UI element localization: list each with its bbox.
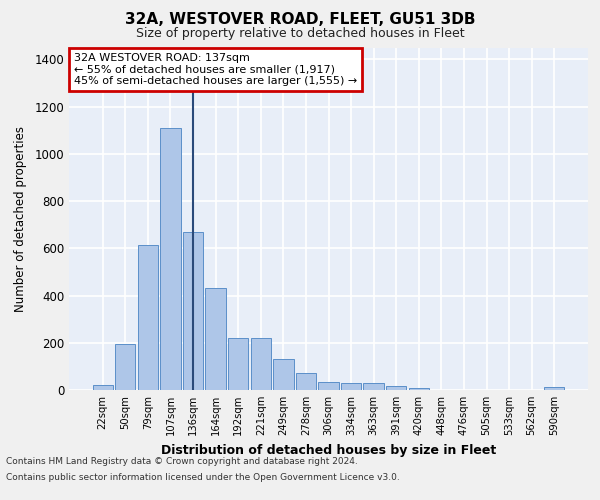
Bar: [341, 383, 361, 390]
Bar: [364, 383, 384, 390]
Bar: [160, 128, 181, 390]
Bar: [138, 244, 158, 390]
Text: Contains public sector information licensed under the Open Government Licence v3: Contains public sector information licen…: [6, 472, 400, 482]
Bar: [183, 232, 203, 390]
Bar: [205, 288, 226, 390]
Bar: [251, 338, 271, 390]
Bar: [92, 386, 113, 390]
Bar: [228, 338, 248, 390]
Y-axis label: Number of detached properties: Number of detached properties: [14, 126, 28, 312]
Bar: [544, 387, 565, 390]
Bar: [409, 388, 429, 390]
Bar: [319, 382, 338, 390]
Bar: [273, 360, 293, 390]
Bar: [296, 374, 316, 390]
Bar: [115, 344, 136, 390]
Bar: [386, 386, 406, 390]
Text: Size of property relative to detached houses in Fleet: Size of property relative to detached ho…: [136, 28, 464, 40]
Text: 32A WESTOVER ROAD: 137sqm
← 55% of detached houses are smaller (1,917)
45% of se: 32A WESTOVER ROAD: 137sqm ← 55% of detac…: [74, 52, 358, 86]
Text: Contains HM Land Registry data © Crown copyright and database right 2024.: Contains HM Land Registry data © Crown c…: [6, 458, 358, 466]
X-axis label: Distribution of detached houses by size in Fleet: Distribution of detached houses by size …: [161, 444, 496, 456]
Text: 32A, WESTOVER ROAD, FLEET, GU51 3DB: 32A, WESTOVER ROAD, FLEET, GU51 3DB: [125, 12, 475, 28]
